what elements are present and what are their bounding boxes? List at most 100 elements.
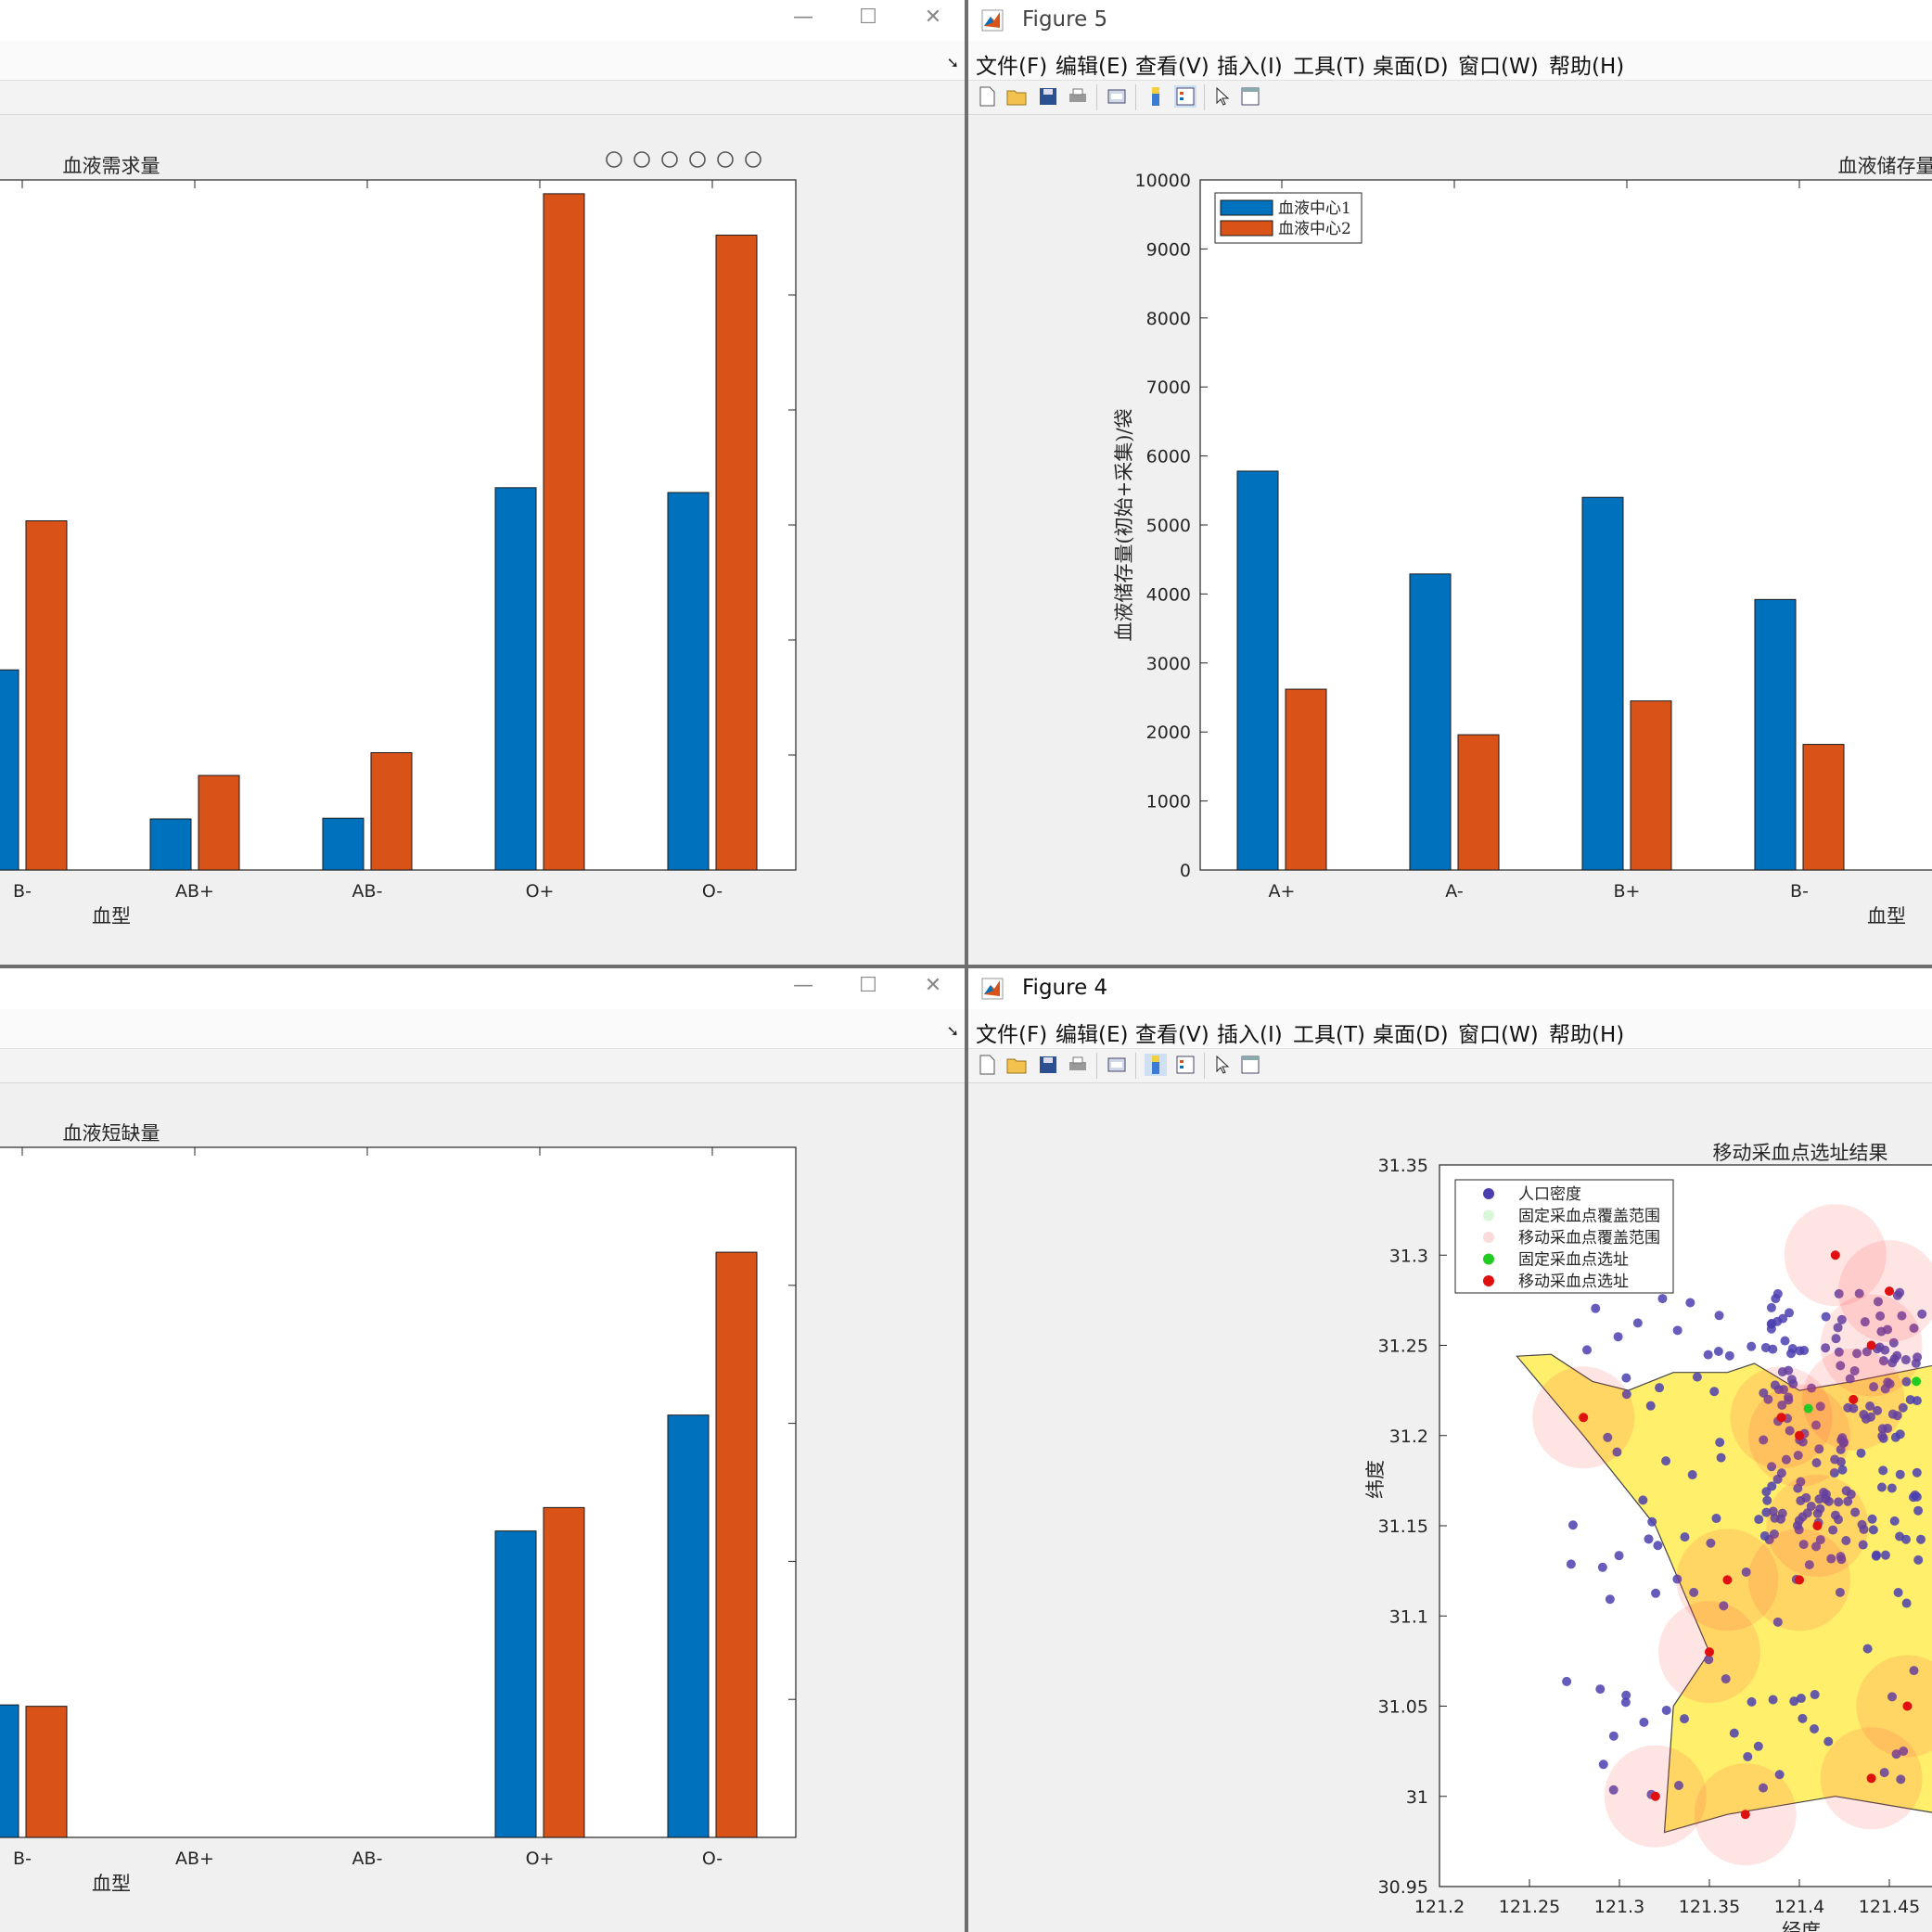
menu-tools[interactable]: 工具(T) — [1293, 55, 1365, 79]
population-point — [1771, 1294, 1781, 1304]
mobile-site-point — [1722, 1575, 1733, 1585]
y-tick-label: 5000 — [1146, 516, 1191, 536]
pan-icon[interactable] — [661, 151, 678, 168]
figure-window-demand[interactable]: — ☐ ✕ ➘ B- AB+ AB- O+ O- 血液需求量 血型 — [0, 0, 965, 965]
bar-series-1 — [1581, 496, 1624, 871]
mobile-site-point — [1812, 1521, 1823, 1530]
print-icon[interactable] — [1067, 85, 1089, 108]
population-point — [1632, 1318, 1643, 1328]
menu-help[interactable]: 帮助(H) — [1549, 1023, 1625, 1047]
population-point — [1875, 1311, 1886, 1321]
population-point — [1769, 1529, 1779, 1540]
population-point — [1878, 1465, 1888, 1476]
population-point — [1857, 1519, 1867, 1529]
population-point — [1891, 1749, 1901, 1759]
population-point — [1812, 1508, 1823, 1518]
property-inspector-icon[interactable] — [1239, 85, 1261, 108]
new-file-icon[interactable] — [976, 1054, 998, 1076]
window-titlebar[interactable]: Figure 5 — [968, 0, 1932, 41]
link-icon[interactable] — [1106, 1054, 1128, 1076]
menu-insert[interactable]: 插入(I) — [1217, 1023, 1283, 1047]
y-tick-label: 31.3 — [1389, 1246, 1428, 1266]
property-inspector-icon[interactable] — [1239, 1054, 1261, 1076]
x-tick-label: AB+ — [175, 881, 214, 902]
population-point — [1833, 1323, 1843, 1333]
legend-icon[interactable] — [1174, 85, 1196, 108]
mobile-site-point — [1795, 1430, 1804, 1440]
y-tick-label: 2000 — [1146, 723, 1191, 743]
y-tick-label: 0 — [1180, 861, 1191, 881]
save-icon[interactable] — [1037, 85, 1059, 108]
figure-window-5[interactable]: Figure 5 文件(F) 编辑(E) 查看(V) 插入(I) 工具(T) 桌… — [968, 0, 1932, 965]
window-titlebar[interactable]: Figure 4 — [968, 968, 1932, 1009]
close-icon[interactable]: ✕ — [924, 974, 942, 997]
pointer-icon[interactable] — [1211, 85, 1234, 108]
minimize-icon[interactable]: — — [793, 974, 813, 997]
open-folder-icon[interactable] — [1005, 85, 1028, 108]
menu-window[interactable]: 窗口(W) — [1458, 1023, 1539, 1047]
population-point — [1811, 1458, 1822, 1468]
menu-insert[interactable]: 插入(I) — [1217, 55, 1283, 79]
window-titlebar[interactable]: — ☐ ✕ — [0, 0, 965, 41]
zoom-out-icon[interactable] — [717, 151, 734, 168]
population-point — [1873, 1405, 1883, 1415]
population-point — [1912, 1396, 1922, 1406]
menu-file[interactable]: 文件(F) — [976, 55, 1048, 79]
population-point — [1841, 1536, 1851, 1546]
zoom-in-icon[interactable] — [689, 151, 706, 168]
fixed-site-point — [1912, 1376, 1922, 1387]
window-title: Figure 5 — [1022, 7, 1108, 32]
brush-icon[interactable] — [606, 151, 622, 168]
population-point — [1811, 1542, 1822, 1552]
population-point — [1789, 1696, 1799, 1707]
menu-edit[interactable]: 编辑(E) — [1056, 55, 1129, 79]
population-point — [1796, 1694, 1806, 1704]
minimize-icon[interactable]: — — [793, 6, 813, 29]
menu-view[interactable]: 查看(V) — [1135, 1023, 1209, 1047]
colorbar-icon[interactable] — [1145, 1054, 1167, 1076]
menu-desktop[interactable]: 桌面(D) — [1373, 1023, 1449, 1047]
colorbar-icon[interactable] — [1145, 85, 1167, 108]
population-point — [1836, 1361, 1846, 1371]
link-icon[interactable] — [1106, 85, 1128, 108]
home-icon[interactable] — [745, 151, 761, 168]
close-icon[interactable]: ✕ — [924, 6, 942, 29]
population-point — [1810, 1690, 1820, 1700]
open-folder-icon[interactable] — [1005, 1054, 1028, 1076]
figure-window-4[interactable]: Figure 4 文件(F) 编辑(E) 查看(V) 插入(I) 工具(T) 桌… — [968, 968, 1932, 1932]
scatter-map-sites[interactable]: 121.2 121.25 121.3 121.35 121.4 121.45 30.95 31… — [968, 1081, 1932, 1932]
bar-series-1 — [322, 817, 365, 871]
mobile-site-point — [1579, 1413, 1589, 1423]
y-tick-label: 10000 — [1135, 171, 1191, 191]
population-point — [1795, 1346, 1805, 1356]
menu-edit[interactable]: 编辑(E) — [1056, 1023, 1129, 1047]
figure-window-shortage[interactable]: — ☐ ✕ ➘ B- AB+ AB- O+ O- 血液短缺量 血型 — [0, 968, 965, 1932]
menu-view[interactable]: 查看(V) — [1135, 55, 1209, 79]
maximize-icon[interactable]: ☐ — [859, 6, 877, 29]
dock-arrow-icon[interactable]: ➘ — [946, 54, 959, 71]
population-point — [1614, 1551, 1624, 1561]
bar-chart-storage[interactable]: 0 1000 2000 3000 4000 5000 6000 7000 8000 9000 100… — [968, 113, 1932, 965]
menu-help[interactable]: 帮助(H) — [1549, 55, 1625, 79]
maximize-icon[interactable]: ☐ — [859, 974, 877, 997]
population-point — [1896, 1774, 1906, 1785]
menu-tools[interactable]: 工具(T) — [1293, 1023, 1365, 1047]
print-icon[interactable] — [1067, 1054, 1089, 1076]
menu-desktop[interactable]: 桌面(D) — [1373, 55, 1449, 79]
window-titlebar[interactable]: — ☐ ✕ — [0, 968, 965, 1009]
menu-file[interactable]: 文件(F) — [976, 1023, 1048, 1047]
population-point — [1828, 1525, 1838, 1535]
legend-icon[interactable] — [1174, 1054, 1196, 1076]
population-point — [1807, 1383, 1817, 1393]
dock-arrow-icon[interactable]: ➘ — [946, 1022, 959, 1040]
pointer-icon[interactable] — [1211, 1054, 1234, 1076]
legend-swatch — [1220, 220, 1273, 237]
data-tip-icon[interactable] — [633, 151, 650, 168]
save-icon[interactable] — [1037, 1054, 1059, 1076]
menubar: 文件(F) 编辑(E) 查看(V) 插入(I) 工具(T) 桌面(D) 窗口(W… — [968, 41, 1932, 80]
legend-swatch — [1220, 199, 1273, 216]
menu-window[interactable]: 窗口(W) — [1458, 55, 1539, 79]
new-file-icon[interactable] — [976, 85, 998, 108]
